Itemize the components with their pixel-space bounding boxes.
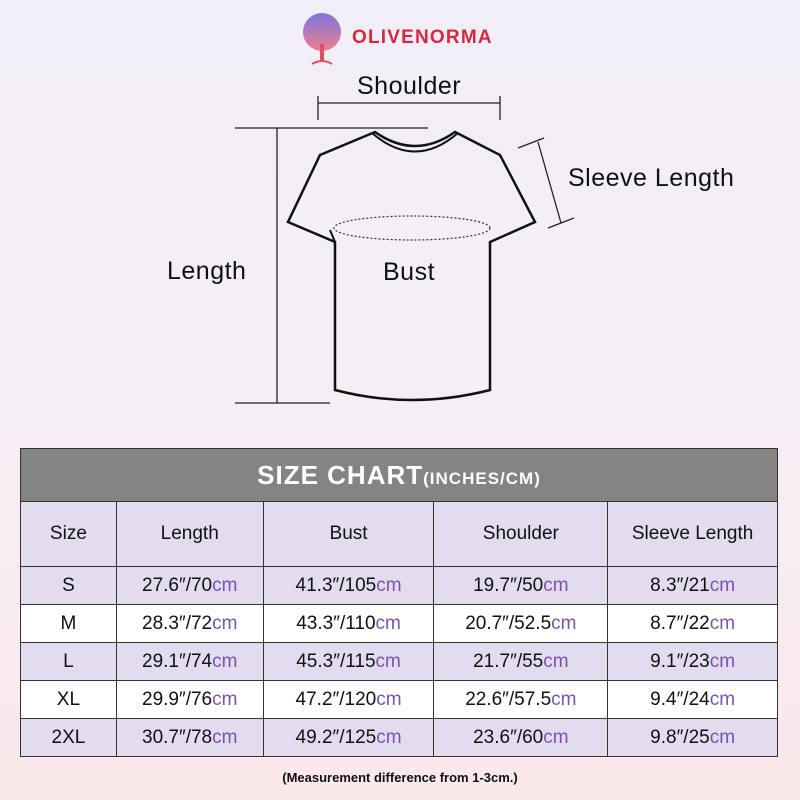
brand-name: OLIVENORMA <box>352 27 493 48</box>
measurement-value: 29.9″/76 <box>142 688 213 710</box>
shoulder-cell: 21.7″/55cm <box>433 642 609 681</box>
unit-label: cm <box>375 612 401 634</box>
measurement-lines <box>235 96 575 404</box>
sleeve-cell: 9.4″/24cm <box>607 680 778 719</box>
sleeve-cell: 8.7″/22cm <box>607 604 778 643</box>
measurement-value: 8.3″/21 <box>650 574 710 596</box>
measurement-note: (Measurement difference from 1-3cm.) <box>282 770 518 785</box>
measurement-value: 47.2″/120 <box>295 688 377 710</box>
measurement-value: 23.6″/60 <box>473 726 544 748</box>
unit-label: cm <box>543 574 569 596</box>
brand-logo: OLIVENORMA <box>298 10 493 66</box>
size-chart-table: SIZE CHART(INCHES/CM) Size Length Bust S… <box>20 448 778 757</box>
unit-label: cm <box>212 612 238 634</box>
table-row: S 27.6″/70cm 41.3″/105cm 19.7″/50cm 8.3″/21c… <box>20 566 778 605</box>
measurement-value: 21.7″/55 <box>473 650 544 672</box>
measurement-value: 22.6″/57.5 <box>465 688 552 710</box>
length-cell: 28.3″/72cm <box>115 604 264 643</box>
unit-label: cm <box>376 688 402 710</box>
shoulder-cell: 20.7″/52.5cm <box>433 604 609 643</box>
table-header: Size Length Bust Shoulder Sleeve Length <box>20 501 778 567</box>
measurement-value: 19.7″/50 <box>473 574 544 596</box>
size-cell: S <box>20 566 117 605</box>
length-cell: 30.7″/78cm <box>115 718 264 757</box>
bust-line <box>333 215 491 241</box>
tree-logo-icon <box>303 13 341 65</box>
measurement-value: 29.1″/74 <box>142 650 213 672</box>
length-cell: 29.9″/76cm <box>115 680 264 719</box>
sleeve-length-label: Sleeve Length <box>568 164 735 192</box>
length-cell: 27.6″/70cm <box>115 566 264 605</box>
tshirt-outline <box>286 130 537 402</box>
table-row: 2XL 30.7″/78cm 49.2″/125cm 23.6″/60cm 9.8″/2… <box>20 718 778 757</box>
measurement-value: 27.6″/70 <box>142 574 213 596</box>
col-bust: Bust <box>262 501 435 567</box>
length-label: Length <box>167 257 247 285</box>
col-shoulder: Shoulder <box>433 501 609 567</box>
size-cell: M <box>20 604 117 643</box>
table-row: L 29.1″/74cm 45.3″/115cm 21.7″/55cm 9.1″/23c… <box>20 642 778 681</box>
measurement-value: 9.1″/23 <box>650 650 710 672</box>
unit-label: cm <box>376 574 402 596</box>
sleeve-cell: 9.8″/25cm <box>607 718 778 757</box>
length-cell: 29.1″/74cm <box>115 642 264 681</box>
bust-label: Bust <box>383 258 436 286</box>
measurement-value: 9.8″/25 <box>650 726 710 748</box>
unit-label: cm <box>543 726 569 748</box>
table-title: SIZE CHART(INCHES/CM) <box>20 448 778 502</box>
shoulder-label: Shoulder <box>357 72 462 100</box>
size-cell: XL <box>20 680 117 719</box>
unit-label: cm <box>709 612 736 634</box>
measurement-value: 49.2″/125 <box>295 726 377 748</box>
unit-label: cm <box>709 574 736 596</box>
bust-cell: 45.3″/115cm <box>262 642 435 681</box>
table-row: XL 29.9″/76cm 47.2″/120cm 22.6″/57.5cm 9.4″/… <box>20 680 778 719</box>
bust-cell: 43.3″/110cm <box>262 604 435 643</box>
unit-label: cm <box>212 688 238 710</box>
unit-label: cm <box>709 650 736 672</box>
size-cell: L <box>20 642 117 681</box>
unit-label: cm <box>551 688 577 710</box>
measurement-value: 45.3″/115 <box>296 650 376 672</box>
measurement-value: 30.7″/78 <box>142 726 213 748</box>
measurement-value: 28.3″/72 <box>142 612 213 634</box>
bust-cell: 41.3″/105cm <box>262 566 435 605</box>
col-sleeve-length: Sleeve Length <box>607 501 778 567</box>
unit-label: cm <box>551 612 577 634</box>
unit-label: cm <box>709 688 736 710</box>
shoulder-cell: 19.7″/50cm <box>433 566 609 605</box>
shoulder-cell: 23.6″/60cm <box>433 718 609 757</box>
unit-label: cm <box>212 650 238 672</box>
measurement-value: 8.7″/22 <box>650 612 710 634</box>
unit-label: cm <box>709 726 736 748</box>
unit-label: cm <box>212 726 238 748</box>
table-row: M 28.3″/72cm 43.3″/110cm 20.7″/52.5cm 8.7″/2… <box>20 604 778 643</box>
shoulder-cell: 22.6″/57.5cm <box>433 680 609 719</box>
sleeve-cell: 9.1″/23cm <box>607 642 778 681</box>
unit-label: cm <box>375 650 401 672</box>
unit-label: cm <box>543 650 569 672</box>
measurement-value: 9.4″/24 <box>650 688 710 710</box>
unit-label: cm <box>376 726 402 748</box>
tshirt-diagram <box>235 96 575 404</box>
bust-cell: 49.2″/125cm <box>262 718 435 757</box>
size-cell: 2XL <box>20 718 117 757</box>
measurement-value: 43.3″/110 <box>296 612 376 634</box>
measurement-value: 20.7″/52.5 <box>465 612 552 634</box>
measurement-value: 41.3″/105 <box>295 574 377 596</box>
col-length: Length <box>115 501 264 567</box>
bust-cell: 47.2″/120cm <box>262 680 435 719</box>
unit-label: cm <box>212 574 238 596</box>
col-size: Size <box>20 501 117 567</box>
sleeve-cell: 8.3″/21cm <box>607 566 778 605</box>
